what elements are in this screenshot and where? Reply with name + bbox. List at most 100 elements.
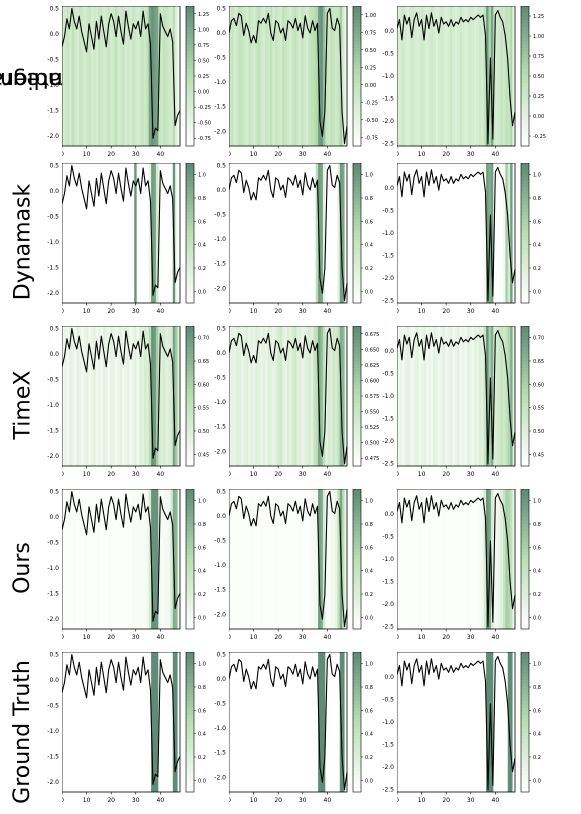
saliency-cell	[466, 326, 470, 466]
colorbar-segment	[353, 781, 361, 786]
saliency-cell	[457, 6, 461, 146]
saliency-cell	[64, 6, 68, 146]
saliency-cell	[512, 6, 516, 146]
saliency-cell	[435, 326, 439, 466]
x-tick-label: 0	[229, 471, 231, 478]
saliency-cell	[265, 6, 268, 146]
saliency-cell	[131, 6, 135, 146]
x-tick-label: 0	[62, 151, 64, 158]
saliency-cell	[255, 652, 259, 792]
saliency-cell	[437, 652, 441, 792]
saliency-cell	[332, 489, 336, 629]
colorbar-segment	[186, 711, 194, 716]
y-tick-label: -0.5	[382, 533, 394, 540]
saliency-cell	[114, 6, 118, 146]
colorbar-segment	[521, 625, 529, 630]
saliency-cell	[76, 326, 80, 466]
saliency-cell	[119, 652, 123, 792]
saliency-cell	[428, 326, 432, 466]
colorbar-segment	[186, 690, 194, 695]
saliency-cell	[136, 489, 140, 629]
colorbar-tick-label: 0.50	[198, 429, 209, 435]
plot-frame	[62, 489, 181, 630]
y-tick-label: -2.5	[382, 298, 394, 305]
colorbar-segment	[353, 410, 361, 414]
saliency-cell	[151, 326, 154, 466]
series-line	[229, 327, 348, 465]
colorbar-segment	[353, 441, 361, 446]
row-label-text: Ours	[10, 542, 35, 594]
saliency-cell	[500, 163, 504, 303]
saliency-cell	[286, 489, 290, 629]
colorbar-segment	[353, 250, 361, 255]
colorbar-tick-label: 0.6	[198, 219, 206, 225]
saliency-cell	[334, 163, 338, 303]
saliency-cell	[301, 6, 305, 146]
colorbar-segment	[353, 618, 361, 623]
saliency-cell	[238, 326, 242, 466]
colorbar-segment	[186, 722, 194, 726]
saliency-cell	[301, 652, 305, 792]
saliency-cell	[253, 489, 256, 629]
colorbar-segment	[521, 583, 529, 588]
colorbar-frame	[520, 489, 530, 630]
y-axis-labels: -2.0-1.5-1.0-0.50.00.5	[214, 6, 226, 135]
saliency-cell	[86, 326, 89, 466]
saliency-cell	[129, 489, 133, 629]
colorbar-segment	[521, 788, 529, 793]
y-tick-label: -1.5	[382, 253, 394, 260]
colorbar-segment	[521, 569, 529, 574]
saliency-cell	[476, 326, 480, 466]
plot-frame	[397, 652, 516, 793]
colorbar-tick-label: -0.25	[365, 100, 378, 106]
saliency-cell	[401, 6, 405, 146]
colorbar-segment	[521, 292, 529, 297]
colorbar-segment	[353, 208, 361, 213]
colorbar-segment	[353, 191, 361, 195]
saliency-cell	[296, 163, 300, 303]
colorbar-segment	[521, 704, 529, 709]
colorbar-segment	[353, 229, 361, 234]
colorbar-segment	[353, 368, 361, 372]
colorbar-segment	[353, 597, 361, 602]
saliency-cell	[257, 652, 261, 792]
colorbar-tick-label: 0.8	[198, 685, 206, 691]
colorbar-segment	[186, 417, 194, 421]
colorbar-segment	[521, 562, 529, 567]
series-line	[62, 491, 181, 622]
colorbar-segment	[186, 715, 194, 719]
x-tick-label: 10	[250, 308, 258, 315]
colorbar-tick-label: 0.6	[198, 708, 206, 714]
colorbar-segment	[186, 198, 194, 202]
y-tick-label: -2.0	[214, 448, 226, 455]
colorbar-segment	[186, 347, 194, 351]
colorbar-segment	[186, 538, 194, 542]
saliency-cell	[493, 6, 497, 146]
saliency-cell	[471, 326, 475, 466]
saliency-cell	[284, 163, 288, 303]
colorbar-segment	[186, 364, 194, 369]
saliency-cell	[481, 489, 485, 629]
colorbar-segment	[353, 132, 361, 136]
y-tick-label: -0.5	[382, 370, 394, 377]
saliency-cell	[430, 652, 434, 792]
colorbar-segment	[186, 289, 194, 293]
colorbar-tick-label: 0.6	[365, 545, 373, 551]
colorbar-segment	[353, 173, 361, 178]
colorbar-segment	[353, 406, 361, 411]
colorbar-segment	[521, 240, 529, 244]
saliency-cell	[310, 652, 314, 792]
saliency-cell	[86, 163, 89, 303]
saliency-cell	[459, 6, 463, 146]
colorbar-segment	[521, 191, 529, 195]
colorbar-segment	[521, 406, 529, 411]
colorbar-segment	[186, 573, 194, 577]
colorbar-segment	[521, 774, 529, 779]
y-tick-label: -1.0	[47, 82, 59, 89]
saliency-cell	[505, 652, 509, 792]
saliency-cell	[129, 163, 133, 303]
x-tick-label: 40	[324, 634, 332, 641]
saliency-cell	[62, 163, 65, 303]
colorbar-segment	[521, 510, 529, 514]
